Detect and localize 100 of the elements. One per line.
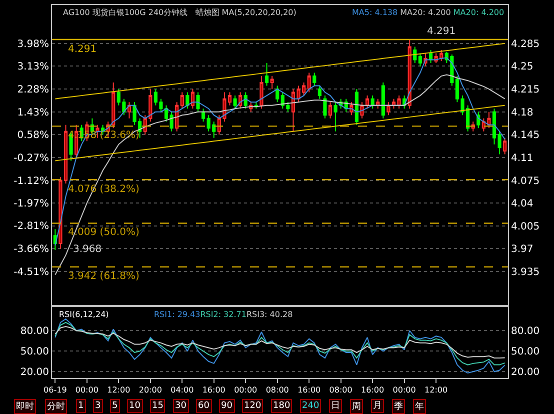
y-tick-label: 4.145 [511,130,540,142]
candlestick [318,85,322,100]
text: 240 [302,401,320,411]
candlestick [503,137,507,155]
y-tick-label: 4.25 [511,62,534,73]
text: 月 [373,401,382,411]
candlestick [413,46,417,64]
y-tick-label: 20.00 [20,367,49,378]
x-tick-label: 08:00 [329,386,352,395]
candlestick [233,95,237,110]
candlestick [202,108,206,122]
text: 分时 [47,401,65,412]
y2-tick-label: 3.13% [17,62,49,73]
text: MA5: 4.138 [352,8,398,17]
candlestick [418,52,422,67]
y2-tick-label: 2.28% [17,84,49,96]
x-tick-label: 00:00 [75,386,98,395]
candlestick [312,72,316,86]
text: 周 [352,401,361,412]
y2-tick-label: -2.81% [14,221,49,232]
y2-tick-label: -1.12% [14,176,49,187]
candlestick [190,88,195,110]
y-tick-label: 4.04 [511,198,534,210]
candlestick [328,102,332,119]
y2-tick-label: 1.43% [17,107,49,118]
y-tick-label: 80.00 [20,326,49,338]
text: 180 [273,401,290,411]
text: 5 [112,401,118,411]
x-tick-label: 08:00 [266,386,289,395]
line-series [54,322,506,366]
candlestick [260,76,264,110]
x-tick-label: 06-19 [44,386,67,395]
y-tick-label: 50.00 [20,346,49,358]
y2-tick-label: -1.97% [14,198,49,210]
text: MA20: 4.200 [400,8,451,17]
line-series [54,57,506,246]
ref-line-label: 3.942 (61.8%) [68,271,140,282]
candlestick [127,102,132,119]
candlestick [196,92,200,112]
line-series [54,104,506,162]
candlestick [244,92,248,110]
x-tick-label: 12:00 [107,386,130,395]
x-tick-label: 16:00 [361,386,384,395]
y2-tick-label: -3.66% [14,244,49,256]
text: 60 [198,401,210,411]
candlestick [53,228,57,250]
x-tick-label: 16:00 [202,386,226,395]
x-tick-label: 04:00 [170,386,194,395]
candlestick [276,85,280,103]
text: 3 [95,401,101,411]
text: 年 [415,401,424,412]
x-tick-label: 00:00 [234,386,258,395]
y-tick-label: 4.18 [511,107,534,118]
x-tick-label: 12:00 [424,386,448,395]
candlestick [408,39,412,110]
candlestick [96,124,100,138]
y-tick-label: 4.285 [511,38,540,50]
line-series [54,318,506,374]
text: 1 [78,401,84,411]
text: RSI2: 32.71 [200,310,246,319]
candlestick [175,102,179,132]
text: 10 [129,401,141,411]
x-tick-label: 20:00 [138,386,162,395]
y-tick-label: 3.935 [511,266,540,278]
x-tick-label: 00:00 [392,386,416,395]
chart-title: AG100 现货白银100G 240分钟线 蜡烛图 MA(5,20,20,20,20) [63,8,296,17]
text: 即时 [16,401,34,412]
candlestick [307,72,311,93]
candlestick [354,88,358,126]
text: 15 [152,401,164,411]
candlestick [180,92,184,110]
text: RSI(6,12,24) [59,310,109,319]
text: 日 [331,401,340,411]
y-tick-label: 4.075 [511,176,540,187]
line-series [54,326,506,358]
annotation: 3.968 [73,244,102,255]
candlestick [323,95,327,119]
x-tick-label: 16:00 [298,386,321,395]
candlestick [381,82,385,119]
y2-tick-label: 3.98% [17,38,49,50]
candlestick [376,98,380,110]
ref-line-label: 4.291 [427,26,456,37]
candlestick [186,92,190,110]
annotation: MA20: 4.200 [453,8,504,17]
candlestick [170,111,174,132]
y2-tick-label: 0.58% [17,130,49,142]
text: 30 [175,401,187,411]
y2-tick-label: -4.51% [14,266,49,278]
candlestick [386,102,390,116]
y-tick-label: 3.97 [511,244,534,256]
text: 90 [221,401,233,411]
text: RSI1: 29.43 [154,310,200,319]
line-series [54,42,506,100]
y-tick-label: 4.005 [511,221,540,232]
y2-tick-label: -0.27% [14,153,49,164]
text: 120 [244,401,262,411]
text: 季 [394,401,403,412]
candlestick [370,95,374,110]
candlestick [270,76,274,90]
text: RSI3: 40.28 [246,310,293,319]
